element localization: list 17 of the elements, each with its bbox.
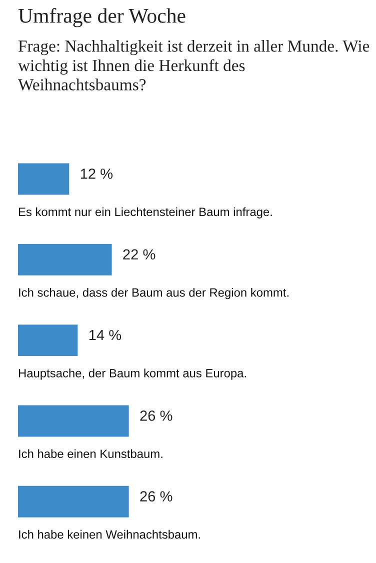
bar [18,486,129,518]
bar [18,163,70,195]
y-tick-label: Ich habe keinen Weihnachtsbaum. [19,530,200,539]
bar [18,324,78,356]
y-tick-label: Es kommt nur ein Liechtensteiner Baum infrage. [18,207,272,218]
data-label: 12 % [80,168,113,179]
data-label: 26 % [140,491,172,502]
y-tick-label: Ich schaue, dass der Baum aus der Region kommt. [19,288,288,300]
data-label: 26 % [140,410,172,421]
text: Frage: Nachhaltigkeit ist derzeit in aller Munde. Wie wichtig ist Ihnen die Herkunft des Weihnachtsbaums? [18,40,370,90]
y-tick-label: Hauptsache, der Baum kommt aus Europa. [18,368,246,380]
bar [18,405,129,437]
y-tick-label: Ich habe einen Kunstbaum. [19,449,162,458]
bar [18,244,112,276]
data-label: 14 % [89,330,122,340]
data-label: 22 % [123,249,156,260]
chart-title: Umfrage der Woche [18,8,186,28]
